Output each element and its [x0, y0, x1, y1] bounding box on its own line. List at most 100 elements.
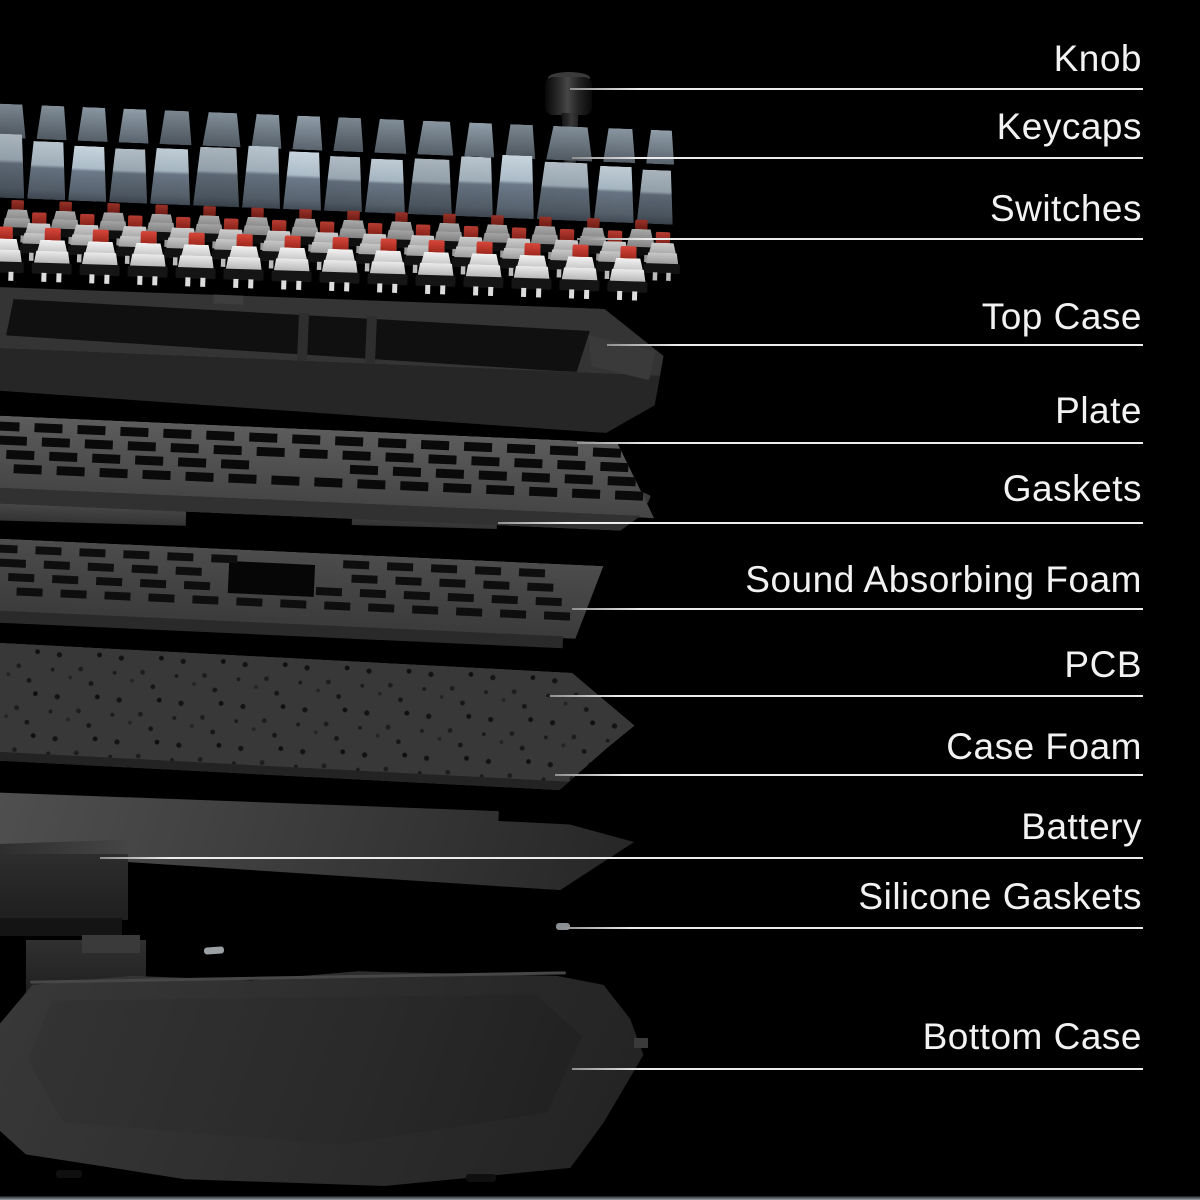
plate-cutout [127, 441, 156, 452]
foam-cutout [104, 591, 131, 601]
callout-line-pcb [550, 695, 1143, 697]
plate-cutout [471, 456, 500, 467]
plate-cutout [342, 450, 371, 461]
switch [415, 239, 457, 297]
foam-cutout [0, 544, 18, 554]
label-sound-absorbing-foam: Sound Absorbing Foam [745, 559, 1142, 601]
plate-cutout [549, 445, 579, 456]
plate-cutout [435, 468, 465, 479]
plate-cutout [299, 448, 328, 459]
switch [511, 242, 553, 300]
switch-red-stem [415, 224, 431, 237]
foam-cutout [342, 560, 370, 570]
keycap-back [119, 108, 150, 143]
foam-cutout [236, 597, 263, 607]
switch-pin [392, 283, 398, 293]
foam-cutout [455, 607, 483, 617]
switch-red-stem [251, 207, 264, 219]
foam-cutout [368, 603, 395, 613]
callout-line-gaskets [498, 522, 1143, 524]
plate-cutout [177, 457, 207, 468]
battery-layer [0, 839, 128, 938]
label-case-foam: Case Foam [946, 726, 1142, 768]
switch-red-stem [127, 215, 143, 228]
plate-cutout [6, 449, 35, 461]
pcb-layer [0, 642, 637, 794]
foam-cutout [123, 550, 150, 560]
switch-pin [200, 277, 206, 287]
plate-cutout [134, 455, 164, 466]
switch-red-stem [380, 238, 397, 252]
foam-cutout [95, 577, 123, 587]
switch-pin [631, 291, 638, 301]
switch-pin [473, 286, 479, 296]
keycap [150, 148, 192, 206]
switch-pin [248, 279, 254, 289]
foam-large-cutout [227, 561, 316, 597]
switch-upper-housing [37, 240, 67, 253]
plate-cutout [34, 423, 63, 434]
switch-base [31, 262, 72, 275]
switch-pin [377, 283, 383, 293]
callout-line-keycaps [572, 157, 1143, 159]
switch-base [559, 279, 600, 292]
bottom-case-foot [466, 1174, 496, 1182]
foam-cutout [52, 575, 79, 585]
plate-cutout [349, 464, 379, 476]
switch-base [367, 273, 408, 286]
plate-cutout [292, 434, 321, 445]
plate-cutout [142, 469, 171, 481]
switch-pin [8, 271, 14, 281]
plate-cutout [592, 447, 622, 458]
foam-cutout [280, 599, 307, 609]
switch-base [415, 274, 456, 287]
keycap [193, 147, 241, 208]
plate-cutout [428, 454, 457, 465]
plate-cutout [571, 488, 601, 499]
switch-red-stem [620, 245, 637, 260]
label-plate: Plate [1055, 390, 1142, 432]
plate-cutout [564, 474, 593, 485]
foam-cutout [359, 589, 387, 599]
switch-upper-housing [325, 249, 355, 262]
plate-cutout [56, 466, 85, 477]
switch-red-stem [92, 229, 109, 243]
foam-cutout [412, 605, 439, 615]
plate-cutout [120, 426, 149, 438]
switch-pin [583, 289, 590, 299]
plate-cutout [185, 471, 214, 482]
switch [607, 245, 649, 303]
switch [127, 230, 169, 288]
plate-cutout [0, 421, 20, 432]
switch-upper-housing [613, 258, 643, 271]
callout-line-top-case [607, 344, 1143, 346]
label-switches: Switches [989, 188, 1142, 230]
switch-base [319, 271, 360, 284]
switch-upper-housing [565, 256, 595, 269]
switch-red-stem [476, 241, 493, 255]
foam-cutout [543, 611, 571, 621]
label-gaskets: Gaskets [1002, 468, 1142, 510]
switch [367, 238, 409, 295]
callout-line-battery [100, 857, 1143, 859]
keycap-back [0, 103, 27, 138]
foam-cutout [351, 574, 378, 584]
switch-base [79, 263, 120, 277]
switch-base [511, 277, 552, 290]
switch [319, 236, 361, 294]
foam-cutout [139, 579, 167, 589]
switch-red-stem [332, 236, 349, 251]
switch-red-stem [538, 216, 552, 228]
switch-pin [652, 272, 658, 281]
switch-red-stem [395, 212, 408, 223]
keycap-back [646, 130, 675, 165]
plate-cutout [213, 444, 242, 456]
foam-cutout [43, 560, 71, 570]
switch-red-stem [347, 210, 360, 222]
bottom-case-foot [56, 1170, 82, 1178]
foam-cutout [175, 566, 202, 576]
switch-pin [296, 280, 302, 290]
sound-absorbing-foam-layer [0, 538, 603, 650]
switch-base [607, 280, 648, 293]
